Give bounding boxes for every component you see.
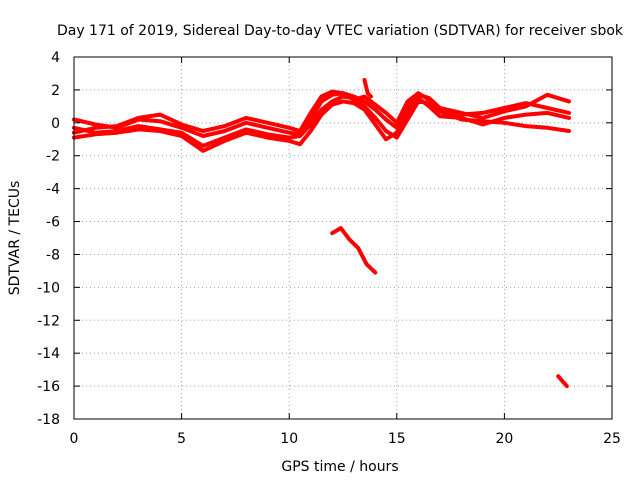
y-tick-label: 2: [51, 83, 60, 99]
y-tick-label: -6: [46, 215, 60, 231]
plot-frame: [73, 56, 613, 420]
x-axis-tick-labels: 0 5 10 15 20 25: [70, 431, 621, 447]
data-series: [72, 78, 571, 389]
y-tick-label: 0: [51, 116, 60, 132]
chart-title: Day 171 of 2019, Sidereal Day-to-day VTE…: [57, 23, 624, 39]
y-axis-tick-labels: 4 2 0 -2 -4 -6 -8 -10 -12 -14 -16 -18: [37, 50, 60, 428]
grid-lines: [74, 57, 612, 419]
x-tick-label: 25: [603, 431, 621, 447]
y-tick-label: -16: [37, 379, 60, 395]
y-tick-label: -4: [46, 182, 60, 198]
series-arc-3: [72, 89, 571, 135]
y-tick-label: -18: [37, 412, 60, 428]
series-arc-4: [72, 96, 571, 153]
x-axis-label: GPS time / hours: [281, 459, 398, 475]
x-tick-label: 20: [495, 431, 513, 447]
y-tick-label: -12: [37, 313, 60, 329]
y-tick-label: -14: [37, 346, 60, 362]
x-tick-label: 10: [280, 431, 298, 447]
y-tick-label: 4: [51, 50, 60, 66]
x-tick-label: 5: [177, 431, 186, 447]
series-arc-5: [362, 78, 373, 99]
y-tick-label: -10: [37, 280, 60, 296]
y-axis-label: SDTVAR / TECUs: [7, 181, 23, 296]
series-arc-7: [556, 374, 569, 389]
x-tick-label: 15: [388, 431, 406, 447]
axis-ticks: [73, 56, 613, 420]
y-tick-label: -2: [46, 149, 60, 165]
y-tick-label: -8: [46, 247, 60, 263]
series-arc-6: [330, 226, 378, 275]
x-tick-label: 0: [70, 431, 79, 447]
